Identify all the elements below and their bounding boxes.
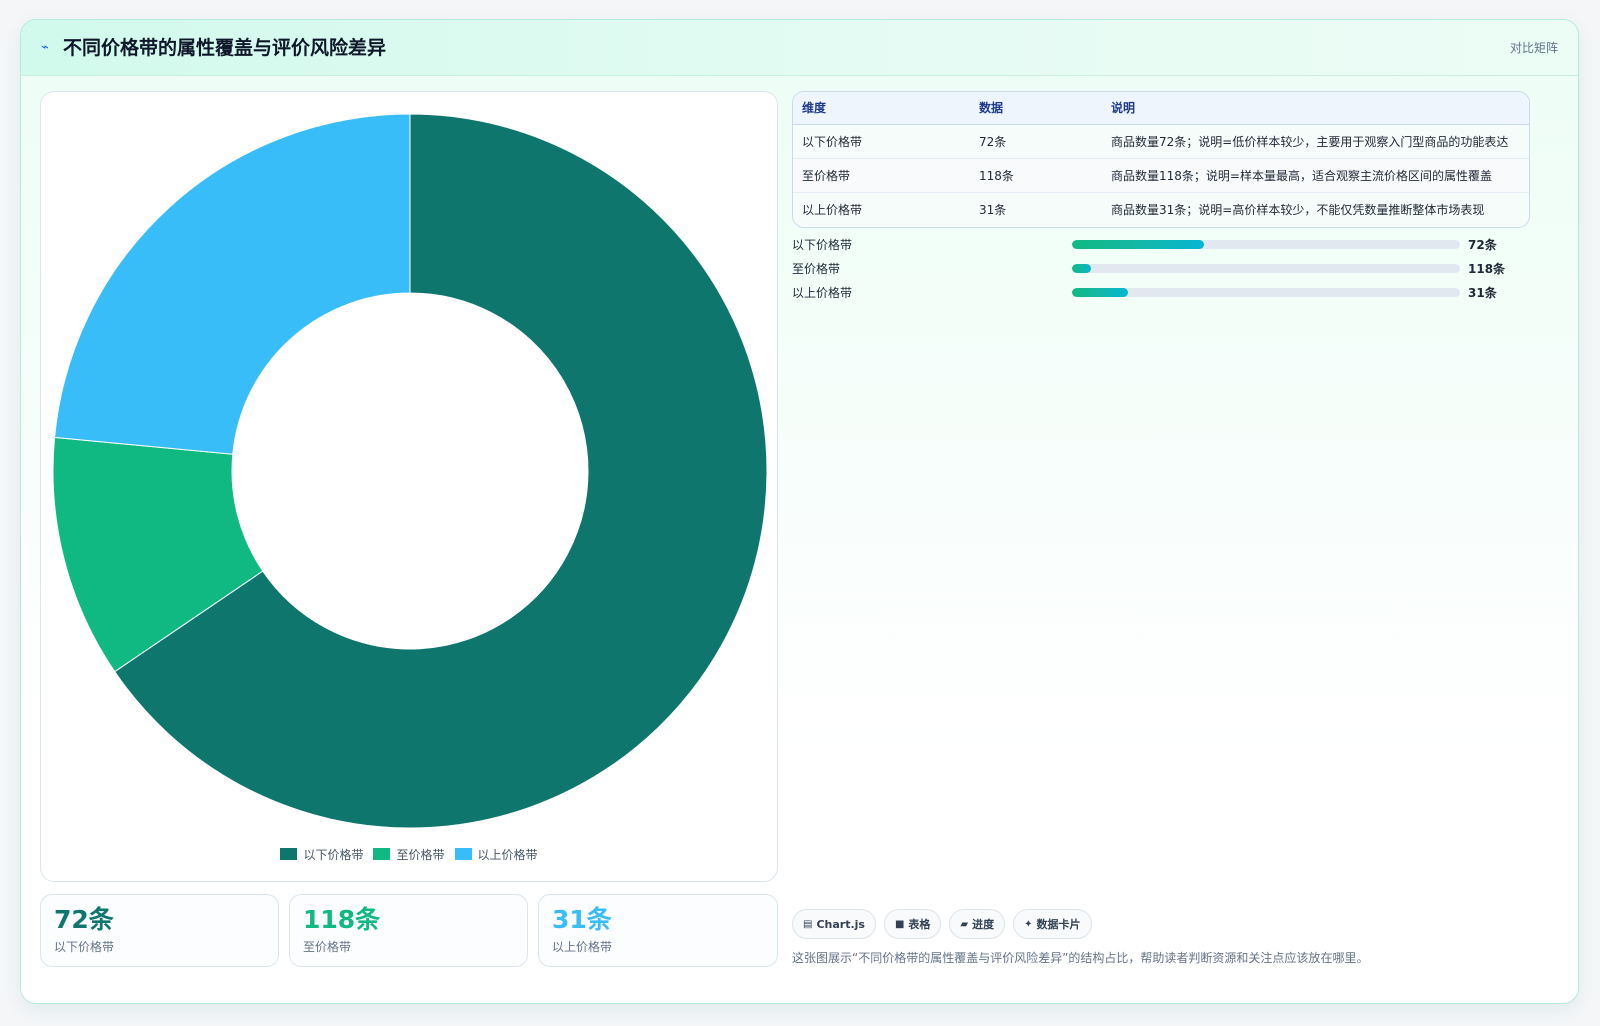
progress-value: 118条 [1468,262,1506,276]
table-icon: ■ [894,918,905,930]
progress-value: 72条 [1468,238,1497,252]
legend-label: 以上价格带 [477,847,538,862]
card-icon: ✦ [1024,918,1033,930]
stat-value: 118条 [303,905,381,934]
table-header-row: 维度 数据 说明 [793,92,1529,125]
feature-pills: ▤ Chart.js ■ 表格 ▰ 进度 ✦ 数据卡片 [792,909,1092,939]
progress-fill [1072,264,1092,273]
pill-label: 进度 [972,918,995,931]
stat-card-high: 31条 以上价格带 [538,894,778,967]
pill-label: 表格 [908,918,931,931]
pill-label: Chart.js [816,917,865,931]
table-cell: 商品数量72条；说明=低价样本较少，主要用于观察入门型商品的功能表达 [1102,124,1529,159]
stat-card-low: 72条 以下价格带 [40,894,279,967]
table-header: 说明 [1102,92,1529,125]
table-cell: 以上价格带 [793,192,970,226]
progress-icon: ▰ [960,918,969,930]
donut-slice-2[interactable] [54,113,411,455]
stat-card-mid: 118条 至价格带 [289,894,528,967]
progress-label: 至价格带 [792,262,841,276]
table-row: 以下价格带 72条 商品数量72条；说明=低价样本较少，主要用于观察入门型商品的… [793,124,1529,159]
stat-value: 31条 [552,905,612,934]
pill-chartjs[interactable]: ▤ Chart.js [792,909,876,939]
table-cell: 72条 [970,124,1102,159]
progress-row-high: 以上价格带 31条 [792,284,1530,302]
chart-panel: 以下价格带 至价格带 以上价格带 [40,91,778,882]
table-cell: 以下价格带 [793,124,970,159]
table-header: 维度 [793,92,970,125]
legend-swatch [280,848,298,860]
progress-fill [1072,240,1204,249]
pill-data-card[interactable]: ✦ 数据卡片 [1013,909,1092,939]
pill-label: 数据卡片 [1036,918,1081,931]
chart-icon: ▤ [803,918,813,930]
progress-label: 以上价格带 [792,286,853,300]
dashboard-card: ⌁ 不同价格带的属性覆盖与评价风险差异 对比矩阵 以下价格带 至价格带 以上价格… [20,19,1579,1004]
progress-track [1072,288,1460,297]
data-table: 维度 数据 说明 以下价格带 72条 商品数量72条；说明=低价样本较少，主要用… [792,91,1530,228]
pill-table[interactable]: ■ 表格 [883,909,942,939]
table-cell: 商品数量118条；说明=样本量最高，适合观察主流价格区间的属性覆盖 [1102,158,1529,193]
legend-swatch [454,848,472,860]
legend-item-1[interactable]: 至价格带 [373,845,445,863]
progress-track [1072,240,1460,249]
header-tag: 对比矩阵 [1509,41,1558,55]
legend-swatch [373,848,391,860]
table-header: 数据 [970,92,1102,125]
stat-label: 以上价格带 [552,940,613,954]
stat-label: 以下价格带 [54,940,115,954]
chart-legend: 以下价格带 至价格带 以上价格带 [41,845,777,863]
progress-fill [1072,288,1129,297]
progress-row-mid: 至价格带 118条 [792,260,1530,278]
page-title: 不同价格带的属性覆盖与评价风险差异 [63,37,387,59]
stat-value: 72条 [54,905,114,934]
table-cell: 31条 [970,192,1102,226]
legend-item-2[interactable]: 以上价格带 [454,845,538,863]
donut-slice-0[interactable] [114,113,768,829]
table-cell: 至价格带 [793,158,970,193]
trend-icon: ⌁ [41,40,49,55]
table-row: 至价格带 118条 商品数量118条；说明=样本量最高，适合观察主流价格区间的属… [793,158,1529,193]
stat-label: 至价格带 [303,940,352,954]
progress-value: 31条 [1468,286,1497,300]
progress-track [1072,264,1460,273]
progress-row-low: 以下价格带 72条 [792,236,1530,254]
legend-label: 至价格带 [396,847,445,862]
table-cell: 118条 [970,158,1102,193]
table-row: 以上价格带 31条 商品数量31条；说明=高价样本较少，不能仅凭数量推断整体市场… [793,192,1529,226]
legend-label: 以下价格带 [303,847,364,862]
legend-item-0[interactable]: 以下价格带 [280,845,363,863]
donut-chart [52,113,768,829]
pill-progress[interactable]: ▰ 进度 [949,909,1006,939]
chart-caption: 这张图展示“不同价格带的属性覆盖与评价风险差异”的结构占比，帮助读者判断资源和关… [792,951,1369,965]
progress-label: 以下价格带 [792,238,853,252]
card-header: ⌁ 不同价格带的属性覆盖与评价风险差异 对比矩阵 [21,20,1578,76]
table-cell: 商品数量31条；说明=高价样本较少，不能仅凭数量推断整体市场表现 [1102,192,1529,226]
